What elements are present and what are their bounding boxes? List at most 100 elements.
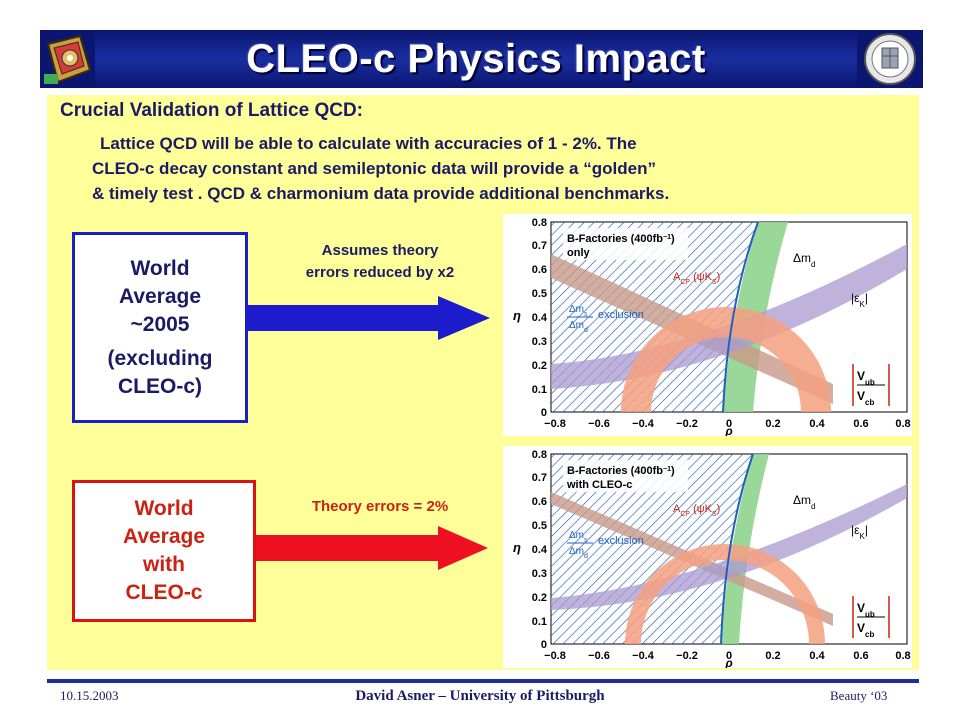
footer-date: 10.15.2003	[60, 688, 119, 703]
y-axis-label: η	[513, 540, 521, 555]
svg-text:0.2: 0.2	[532, 592, 547, 604]
svg-text:0: 0	[541, 639, 547, 651]
svg-text:0.6: 0.6	[853, 650, 868, 662]
note-line: Assumes theory	[321, 242, 439, 259]
footer-author: David Asner – University of Pittsburgh	[355, 688, 605, 704]
dmd-denominator-label: Δmd	[569, 546, 588, 560]
svg-text:−0.2: −0.2	[676, 418, 698, 430]
svg-text:−0.8: −0.8	[544, 650, 566, 662]
x-axis-label: ρ	[724, 656, 732, 668]
detector-logo-icon	[40, 30, 95, 88]
body-line-2: CLEO-c decay constant and semileptonic d…	[92, 159, 656, 178]
theory-note-2pct: Theory errors = 2%	[311, 498, 449, 515]
dms-label: Δms	[569, 304, 588, 318]
box-line: CLEO-c	[125, 581, 203, 604]
dms-label: Δms	[569, 530, 588, 544]
svg-text:0: 0	[726, 650, 732, 662]
svg-text:−0.2: −0.2	[676, 650, 698, 662]
footer-divider	[47, 679, 919, 683]
svg-text:0.7: 0.7	[532, 472, 547, 484]
body-paragraph: Lattice QCD will be able to calculate wi…	[92, 131, 922, 206]
svg-text:0.6: 0.6	[532, 496, 547, 508]
box-line: World	[134, 497, 194, 520]
footer-conference: Beauty ‘03	[830, 688, 888, 703]
detector-logo	[40, 30, 95, 88]
svg-text:0.8: 0.8	[895, 418, 910, 430]
svg-text:0.3: 0.3	[532, 336, 547, 348]
x-axis-ticks: −0.8 −0.6 −0.4 −0.2 0 0.2 0.4 0.6 0.8	[544, 650, 911, 662]
svg-text:0.8: 0.8	[532, 217, 547, 229]
world-average-cleoc-box: World Average with CLEO-c	[72, 480, 256, 622]
dmd-denominator-label: Δmd	[569, 320, 588, 334]
page-title: CLEO-c Physics Impact	[246, 36, 706, 81]
svg-text:0.8: 0.8	[895, 650, 910, 662]
dmd-label: Δmd	[793, 251, 815, 269]
ckm-plot-top-svg: 0.8 0.7 0.6 0.5 0.4 0.3 0.2 0.1 0 −0.8 −…	[513, 217, 911, 438]
svg-text:0.6: 0.6	[532, 264, 547, 276]
body-line-1: Lattice QCD will be able to calculate wi…	[100, 134, 637, 153]
blue-arrow-icon	[248, 296, 490, 340]
world-average-2005-box: World Average ~2005 (excluding CLEO-c)	[72, 232, 248, 423]
body-line-3: & timely test . QCD & charmonium data pr…	[92, 184, 670, 203]
svg-text:0.2: 0.2	[532, 360, 547, 372]
theory-note-x2: Assumes theory errors reduced by x2	[270, 240, 490, 284]
svg-text:−0.4: −0.4	[632, 650, 655, 662]
svg-text:Vub: Vub	[857, 601, 875, 619]
acp-label: ACP (ψKS)	[673, 503, 720, 518]
red-arrow-icon	[256, 526, 488, 570]
y-axis-label: η	[513, 308, 521, 323]
svg-text:0.3: 0.3	[532, 568, 547, 580]
plot-legend: B-Factories (400fb−1)	[567, 465, 675, 477]
section-heading: Crucial Validation of Lattice QCD:	[60, 100, 363, 121]
svg-text:0.4: 0.4	[532, 544, 548, 556]
svg-text:0.4: 0.4	[809, 418, 825, 430]
exclusion-label: exclusion	[598, 309, 644, 321]
box-line: (excluding	[107, 346, 213, 370]
svg-text:−0.4: −0.4	[632, 418, 655, 430]
svg-text:Vub: Vub	[857, 369, 875, 387]
box-line: with	[143, 553, 185, 576]
svg-text:0.2: 0.2	[765, 418, 780, 430]
dmd-label: Δmd	[793, 493, 815, 511]
title-bar	[95, 30, 857, 88]
epsk-label: |εK|	[851, 523, 868, 541]
university-seal	[857, 30, 923, 88]
box-line: CLEO-c)	[118, 374, 202, 398]
epsk-label: |εK|	[851, 291, 868, 309]
box-line: ~2005	[130, 312, 190, 336]
plot-legend: B-Factories (400fb−1)	[567, 233, 675, 245]
svg-text:0.5: 0.5	[532, 520, 547, 532]
svg-text:0.8: 0.8	[532, 449, 547, 461]
y-axis-ticks: 0.8 0.7 0.6 0.5 0.4 0.3 0.2 0.1 0	[532, 449, 548, 651]
svg-text:0.4: 0.4	[532, 312, 548, 324]
svg-text:0: 0	[726, 418, 732, 430]
svg-text:0.4: 0.4	[809, 650, 825, 662]
svg-text:−0.6: −0.6	[588, 650, 610, 662]
svg-text:0.1: 0.1	[532, 384, 547, 396]
vub-vcb-label: Vub Vcb	[852, 596, 890, 639]
exclusion-label: exclusion	[598, 535, 644, 547]
vub-vcb-label: Vub Vcb	[852, 364, 890, 407]
university-seal-icon	[857, 30, 923, 88]
ckm-plot-bottom: 0.8 0.7 0.6 0.5 0.4 0.3 0.2 0.1 0 −0.8 −…	[503, 446, 912, 670]
box-line: World	[130, 256, 190, 280]
note-line: errors reduced by x2	[305, 264, 455, 281]
svg-text:Vcb: Vcb	[857, 621, 874, 639]
svg-text:0.2: 0.2	[765, 650, 780, 662]
x-axis-ticks: −0.8 −0.6 −0.4 −0.2 0 0.2 0.4 0.6 0.8	[544, 418, 911, 430]
plot-legend-sub: only	[567, 247, 590, 259]
svg-text:0.7: 0.7	[532, 240, 547, 252]
x-axis-label: ρ	[724, 424, 732, 436]
y-axis-ticks: 0.8 0.7 0.6 0.5 0.4 0.3 0.2 0.1 0	[532, 217, 548, 419]
box-line: Average	[122, 525, 206, 548]
ckm-plot-top: 0.8 0.7 0.6 0.5 0.4 0.3 0.2 0.1 0 −0.8 −…	[503, 214, 912, 438]
box-line: Average	[118, 284, 202, 308]
svg-text:0.5: 0.5	[532, 288, 547, 300]
acp-label: ACP (ψKS)	[673, 271, 720, 286]
svg-text:0.1: 0.1	[532, 616, 547, 628]
svg-text:Vcb: Vcb	[857, 389, 874, 407]
svg-text:0.6: 0.6	[853, 418, 868, 430]
svg-text:0: 0	[541, 407, 547, 419]
svg-text:−0.8: −0.8	[544, 418, 566, 430]
ckm-plot-bottom-svg: 0.8 0.7 0.6 0.5 0.4 0.3 0.2 0.1 0 −0.8 −…	[513, 449, 911, 670]
